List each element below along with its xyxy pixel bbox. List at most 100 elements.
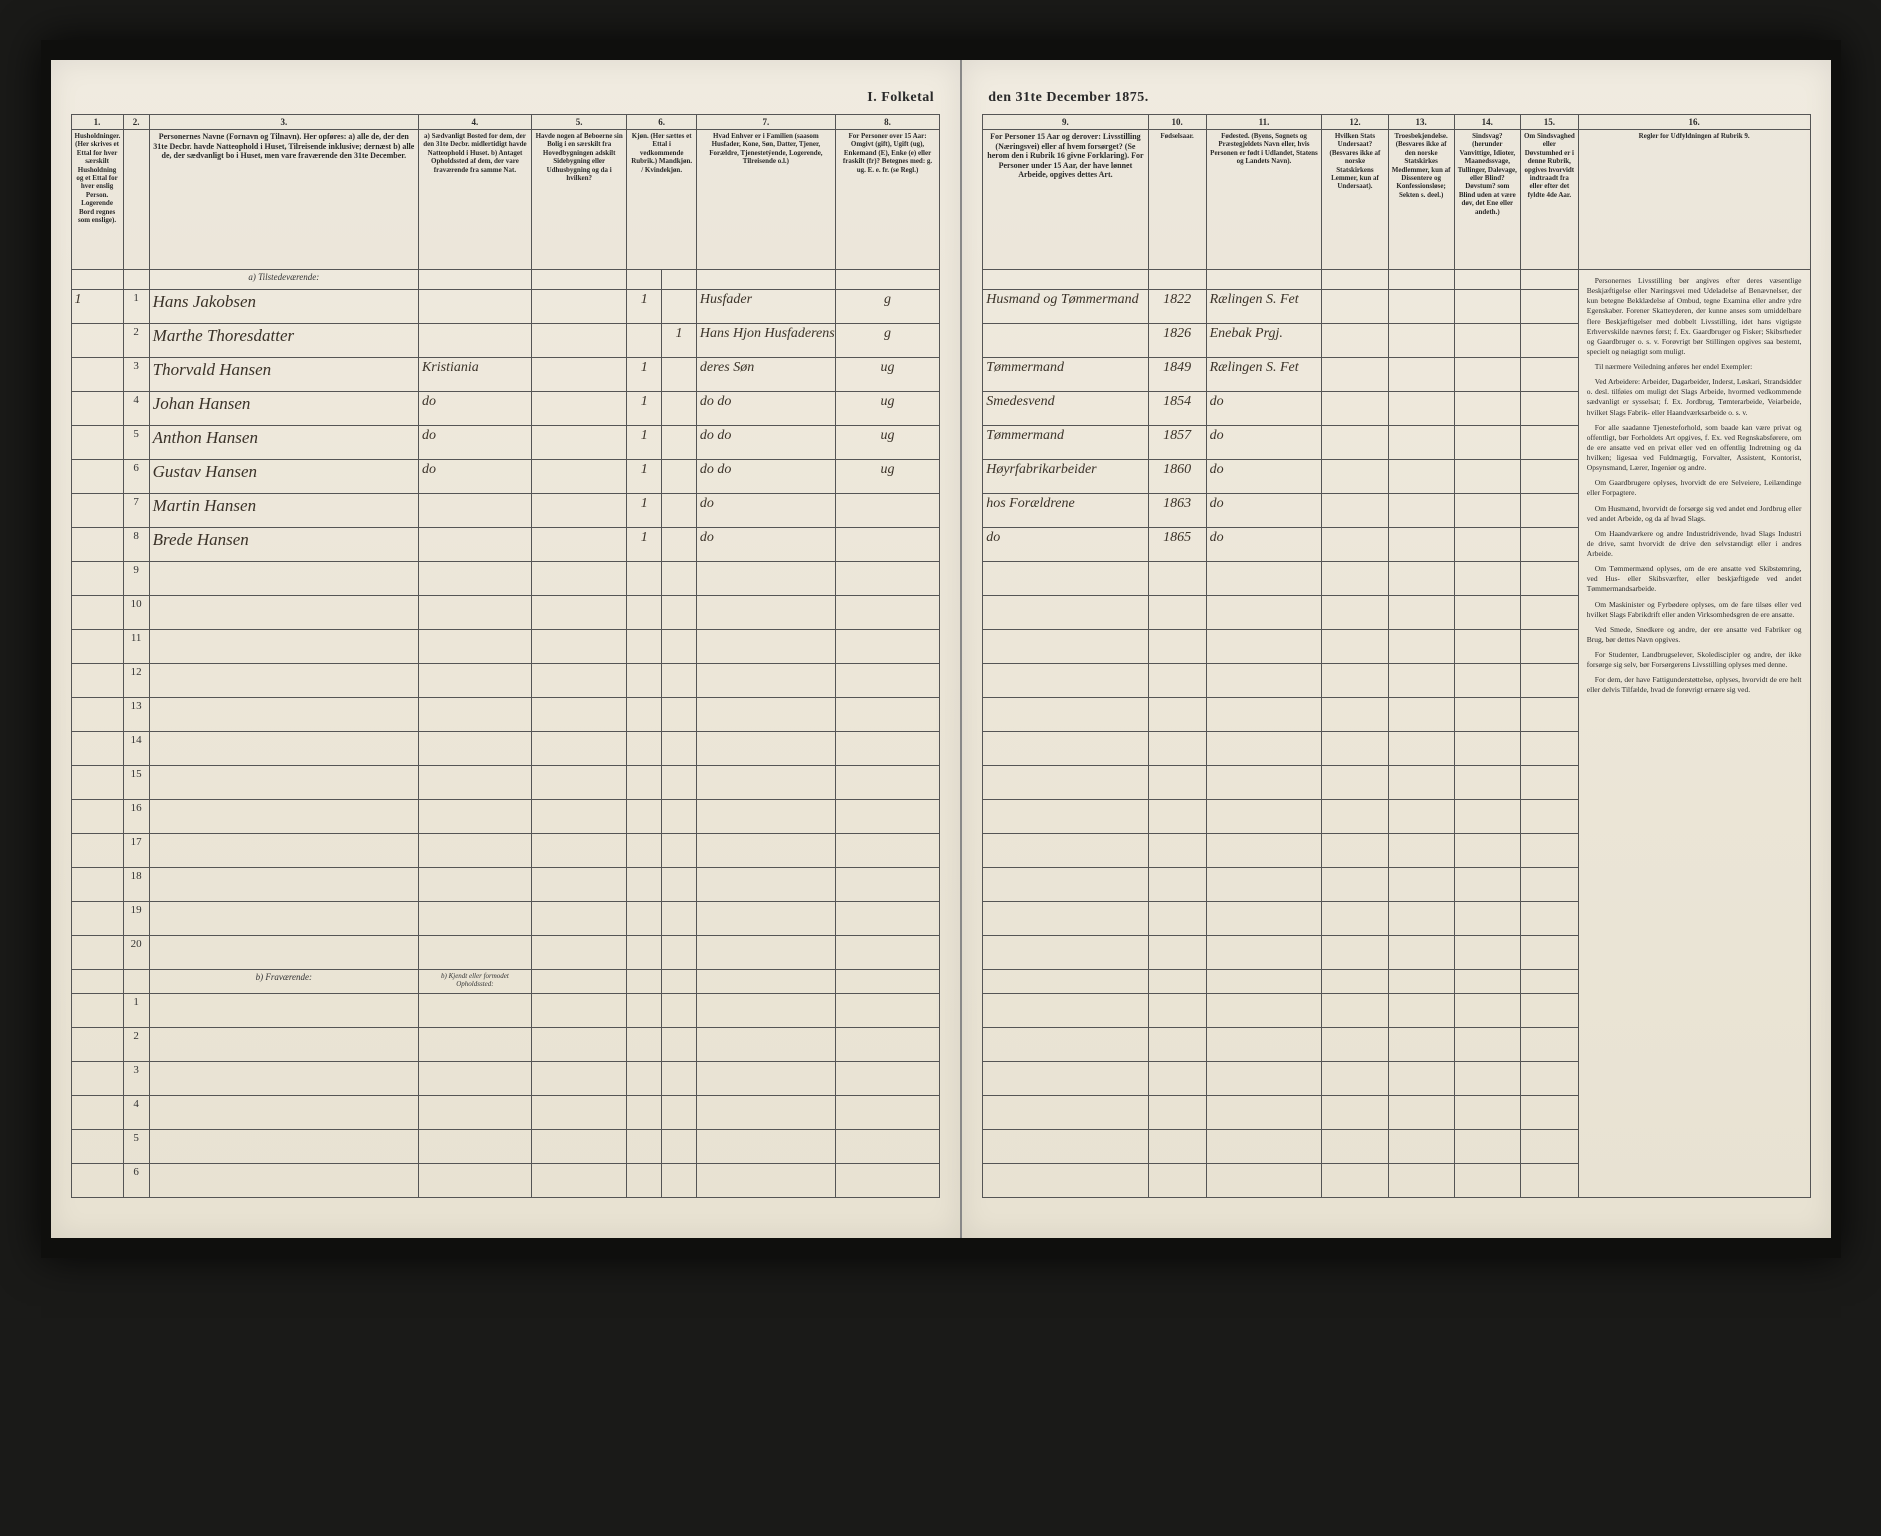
residence <box>418 290 531 324</box>
table-row: 7 Martin Hansen 1 do <box>71 494 940 528</box>
col-num: 16. <box>1578 115 1810 130</box>
disability <box>1454 460 1520 494</box>
table-row: 3 Thorvald Hansen Kristiania 1 deres Søn… <box>71 358 940 392</box>
header-disability: Sindsvag? (herunder Vanvittige, Idioter,… <box>1454 130 1520 270</box>
rules-paragraph: Om Haandværkere og andre Industridrivend… <box>1587 529 1802 559</box>
religion <box>1388 426 1454 460</box>
birth-year: 1826 <box>1148 324 1206 358</box>
marital: ug <box>835 392 939 426</box>
building <box>531 290 627 324</box>
col-num: 4. <box>418 115 531 130</box>
residence: do <box>418 460 531 494</box>
residence: do <box>418 426 531 460</box>
header-rules: Regler for Udfyldningen af Rubrik 9. <box>1578 130 1810 270</box>
rules-paragraph: Ved Smede, Snedkere og andre, der ere an… <box>1587 625 1802 645</box>
table-row-empty: 11 <box>71 630 940 664</box>
birth-year: 1860 <box>1148 460 1206 494</box>
marital: ug <box>835 460 939 494</box>
household-num <box>71 426 123 460</box>
table-row-b: 1 <box>71 994 940 1028</box>
sex-female <box>662 528 697 562</box>
header-households: Husholdninger. (Her skrives et Ettal for… <box>71 130 123 270</box>
disability-onset <box>1520 392 1578 426</box>
header-birthplace: Fødested. (Byens, Sognets og Præstegjeld… <box>1206 130 1322 270</box>
table-row: 2 Marthe Thoresdatter 1 Hans Hjon Husfad… <box>71 324 940 358</box>
sex-male: 1 <box>627 358 662 392</box>
col-num: 14. <box>1454 115 1520 130</box>
table-row-empty: 15 <box>71 766 940 800</box>
table-row-empty: 16 <box>71 800 940 834</box>
section-b-label: b) Fraværende: <box>149 970 418 994</box>
occupation: hos Forældrene <box>983 494 1148 528</box>
sex-female <box>662 358 697 392</box>
table-row: 4 Johan Hansen do 1 do do ug <box>71 392 940 426</box>
disability <box>1454 528 1520 562</box>
religion <box>1388 494 1454 528</box>
rules-paragraph: Ved Arbeidere: Arbeider, Dagarbeider, In… <box>1587 377 1802 418</box>
religion <box>1388 290 1454 324</box>
col-num: 9. <box>983 115 1148 130</box>
sex-female: 1 <box>662 324 697 358</box>
person-name: Johan Hansen <box>149 392 418 426</box>
birth-place: Rælingen S. Fet <box>1206 290 1322 324</box>
left-page: I. Folketal 1. 2. 3. 4. 5. 6. 7. 8. <box>51 60 962 1238</box>
nationality <box>1322 494 1388 528</box>
disability <box>1454 358 1520 392</box>
rules-paragraph: For dem, der have Fattigunderstøttelse, … <box>1587 675 1802 695</box>
sex-male: 1 <box>627 392 662 426</box>
household-num <box>71 358 123 392</box>
disability <box>1454 290 1520 324</box>
family-role: do do <box>696 392 835 426</box>
nationality <box>1322 460 1388 494</box>
header-birthyear: Fødselsaar. <box>1148 130 1206 270</box>
household-num <box>71 494 123 528</box>
rules-paragraph: Til nærmere Veiledning anføres her endel… <box>1587 362 1802 372</box>
religion <box>1388 460 1454 494</box>
birth-place: do <box>1206 528 1322 562</box>
header-marital: For Personer over 15 Aar: Omgivt (gift),… <box>835 130 939 270</box>
table-row-empty: 10 <box>71 596 940 630</box>
birth-year: 1863 <box>1148 494 1206 528</box>
col-num: 7. <box>696 115 835 130</box>
religion <box>1388 324 1454 358</box>
disability-onset <box>1520 494 1578 528</box>
table-row-b: 2 <box>71 1028 940 1062</box>
building <box>531 392 627 426</box>
rules-paragraph: For alle saadanne Tjenesteforhold, som b… <box>1587 423 1802 474</box>
rules-paragraph: For Studenter, Landbrugselever, Skoledis… <box>1587 650 1802 670</box>
birth-place: Rælingen S. Fet <box>1206 358 1322 392</box>
table-row-b: 5 <box>71 1130 940 1164</box>
header-building: Havde nogen af Beboerne sin Bolig i en s… <box>531 130 627 270</box>
table-row-empty: 19 <box>71 902 940 936</box>
table-row: 1 1 Hans Jakobsen 1 Husfader g <box>71 290 940 324</box>
col-num: 13. <box>1388 115 1454 130</box>
marital: g <box>835 324 939 358</box>
table-row-b: 4 <box>71 1096 940 1130</box>
occupation: do <box>983 528 1148 562</box>
rules-paragraph: Om Maskinister og Fyrbødere oplyses, om … <box>1587 600 1802 620</box>
rules-paragraph: Om Husmænd, hvorvidt de forsørge sig ved… <box>1587 504 1802 524</box>
household-num <box>71 392 123 426</box>
disability-onset <box>1520 460 1578 494</box>
disability-onset <box>1520 528 1578 562</box>
sex-female <box>662 426 697 460</box>
nationality <box>1322 358 1388 392</box>
page-title-left: I. Folketal <box>71 90 941 106</box>
marital: ug <box>835 426 939 460</box>
residence <box>418 324 531 358</box>
table-row-empty: 12 <box>71 664 940 698</box>
col-num: 6. <box>627 115 696 130</box>
header-sex: Kjøn. (Her sættes et Ettal i vedkommende… <box>627 130 696 270</box>
col-num: 11. <box>1206 115 1322 130</box>
building <box>531 358 627 392</box>
sex-female <box>662 392 697 426</box>
birth-place: do <box>1206 494 1322 528</box>
col-num: 8. <box>835 115 939 130</box>
family-role: do do <box>696 460 835 494</box>
occupation: Smedesvend <box>983 392 1148 426</box>
sex-male: 1 <box>627 460 662 494</box>
table-row-b: 3 <box>71 1062 940 1096</box>
family-role: do do <box>696 426 835 460</box>
col-num: 3. <box>149 115 418 130</box>
family-role: do <box>696 494 835 528</box>
